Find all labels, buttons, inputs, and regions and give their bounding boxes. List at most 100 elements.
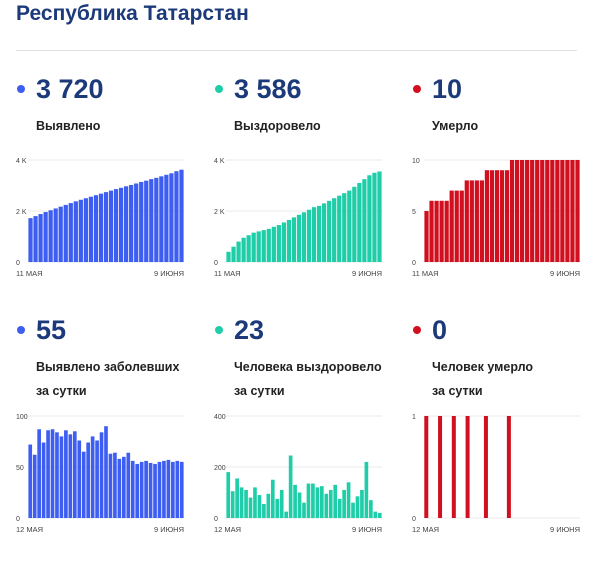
chart-bar (236, 241, 241, 262)
chart-bar (53, 208, 58, 262)
chart-bar (520, 160, 525, 262)
y-tick-label: 0 (214, 260, 218, 267)
x-tick-label-end: 9 ИЮНЯ (154, 269, 184, 278)
y-tick-label: 4 K (214, 158, 225, 165)
chart-bar (499, 170, 505, 262)
chart-bar (302, 502, 306, 518)
chart-bar (99, 432, 104, 518)
stat-value: 3 720 (36, 74, 104, 104)
chart-bar (86, 442, 90, 518)
chart-bar (226, 251, 231, 262)
chart-bar (575, 160, 580, 262)
chart-bar (322, 203, 327, 262)
chart-bar (270, 479, 275, 518)
stat-label-line: Выздоровело (234, 119, 321, 133)
y-tick-label: 200 (214, 465, 226, 472)
x-tick-label-end: 9 ИЮНЯ (352, 525, 382, 534)
chart-bar (424, 211, 429, 262)
chart-bar (46, 430, 50, 518)
chart-daily-cases: 0 50 100 12 МАЯ 9 ИЮНЯ (16, 414, 184, 534)
chart-bar (130, 460, 135, 518)
legend-dot-icon (413, 326, 421, 334)
chart-bar (55, 432, 59, 518)
chart-bar (230, 491, 235, 518)
chart-bar (148, 462, 153, 518)
stat-label: Умерло (432, 114, 589, 138)
chart-bar (346, 482, 351, 518)
legend-dot-icon (413, 85, 421, 93)
stat-panel-cum-recovered: 3 586 Выздоровело 0 2 K 4 K 11 МАЯ 9 ИЮНЯ (214, 72, 404, 322)
chart-bar (113, 189, 119, 262)
chart-bar (332, 198, 337, 262)
chart-bar (266, 228, 271, 262)
stat-label-line: Выявлено (36, 119, 101, 133)
stat-label-line: Выявлено заболевших (36, 360, 180, 374)
legend-dot-icon (17, 326, 25, 334)
chart-bar (275, 498, 280, 519)
y-tick-label: 0 (16, 516, 20, 523)
chart-bar (134, 183, 139, 262)
chart-bar (244, 489, 248, 518)
chart-bar (347, 190, 352, 262)
chart-bar (48, 210, 53, 262)
chart-bar (429, 200, 434, 262)
stat-label-line: Человека выздоровело (234, 360, 382, 374)
chart-bar (276, 225, 281, 262)
stat-value: 23 (234, 315, 265, 345)
chart-bar (286, 219, 292, 262)
chart-bar (484, 170, 490, 262)
chart-bar (367, 175, 372, 262)
chart-bar (351, 502, 355, 518)
chart-bar (153, 463, 157, 518)
y-tick-label: 10 (412, 158, 420, 165)
chart-bar (483, 416, 488, 518)
chart-bar (90, 436, 95, 518)
x-tick-label-end: 9 ИЮНЯ (550, 269, 580, 278)
chart-bar (58, 206, 63, 262)
chart-bar (37, 429, 41, 518)
chart-bar (525, 160, 530, 262)
stat-panel-cum-cases: 3 720 Выявлено 0 2 K 4 K 11 МАЯ 9 ИЮНЯ (16, 72, 206, 322)
y-tick-label: 1 (412, 414, 416, 421)
chart-bar (149, 179, 154, 263)
chart-bar (231, 246, 236, 262)
chart-bar (126, 452, 131, 518)
y-tick-label: 400 (214, 414, 226, 421)
chart-bar (108, 453, 113, 518)
header-divider (16, 50, 577, 51)
chart-bar (279, 489, 284, 518)
chart-cum-cases: 0 2 K 4 K 11 МАЯ 9 ИЮНЯ (16, 158, 184, 278)
chart-bar (352, 186, 357, 262)
chart-bar (311, 483, 315, 518)
chart-bar (175, 460, 180, 518)
chart-bar (28, 444, 33, 518)
stat-label-line: за сутки (432, 384, 483, 398)
chart-bar (555, 160, 560, 262)
chart-bar (479, 180, 484, 262)
stat-label: Выявлено (36, 114, 206, 138)
chart-bar (139, 181, 144, 262)
stat-label-line: Человек умерло (432, 360, 534, 374)
chart-bar (438, 416, 443, 518)
chart-bar (139, 461, 144, 518)
chart-bar (117, 458, 122, 518)
chart-bar (320, 486, 324, 519)
chart-bar (253, 487, 257, 518)
chart-bar (306, 483, 311, 518)
chart-bar (355, 496, 360, 518)
chart-bar (364, 461, 369, 518)
chart-bar (293, 484, 297, 518)
y-tick-label: 0 (412, 260, 416, 267)
chart-bar (68, 203, 73, 262)
chart-bar (360, 489, 364, 518)
chart-bar (104, 426, 108, 518)
chart-bar (369, 500, 373, 518)
chart-bar (301, 212, 307, 262)
x-tick-label-end: 9 ИЮНЯ (550, 525, 580, 534)
stat-value: 55 (36, 315, 67, 345)
chart-daily-recovered: 0 200 400 12 МАЯ 9 ИЮНЯ (214, 414, 382, 534)
chart-bar (291, 217, 297, 263)
y-tick-label: 2 K (16, 209, 27, 216)
chart-bar (377, 171, 382, 262)
chart-bar (95, 440, 99, 518)
